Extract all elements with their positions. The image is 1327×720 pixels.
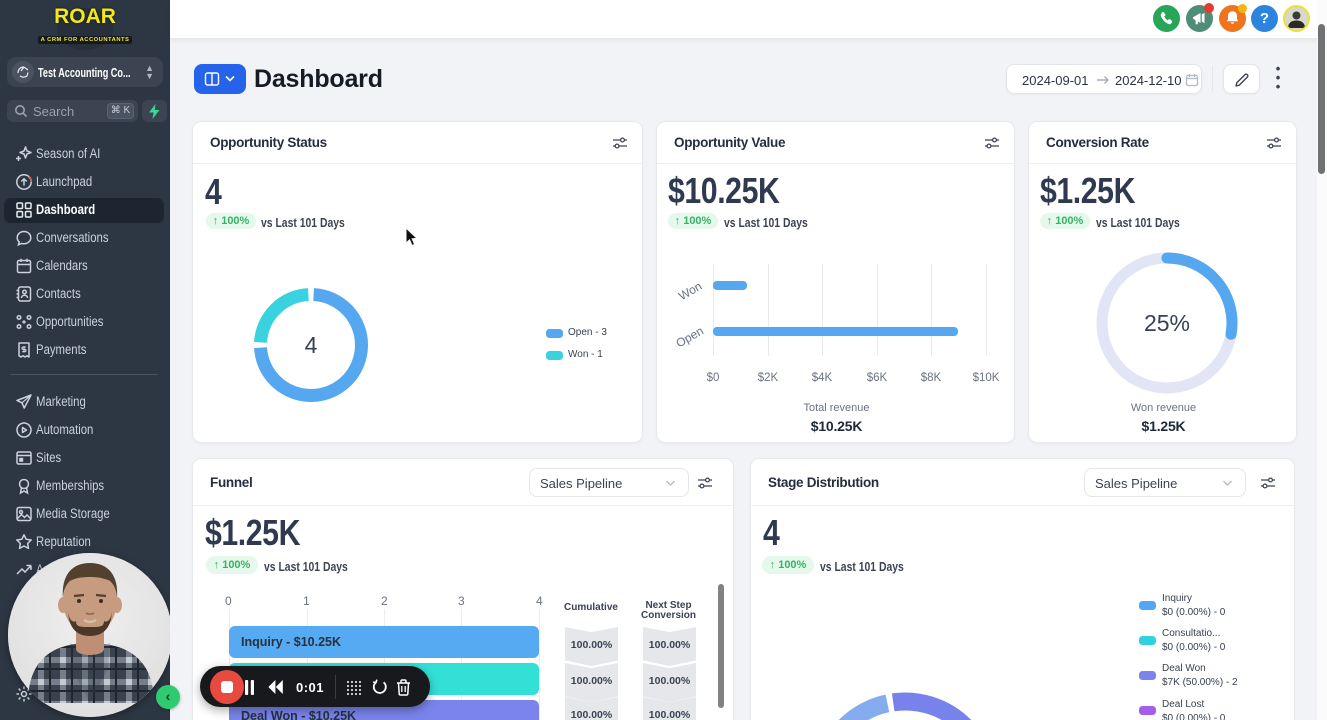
svg-text:$0: $0: [707, 372, 720, 384]
svg-text:4: 4: [305, 332, 318, 358]
svg-text:25%: 25%: [1144, 310, 1190, 336]
svg-text:$10K: $10K: [973, 372, 1000, 384]
svg-text:$4K: $4K: [812, 372, 833, 384]
svg-text:$8K: $8K: [921, 372, 942, 384]
svg-text:$2K: $2K: [758, 372, 779, 384]
svg-text:$6K: $6K: [867, 372, 888, 384]
